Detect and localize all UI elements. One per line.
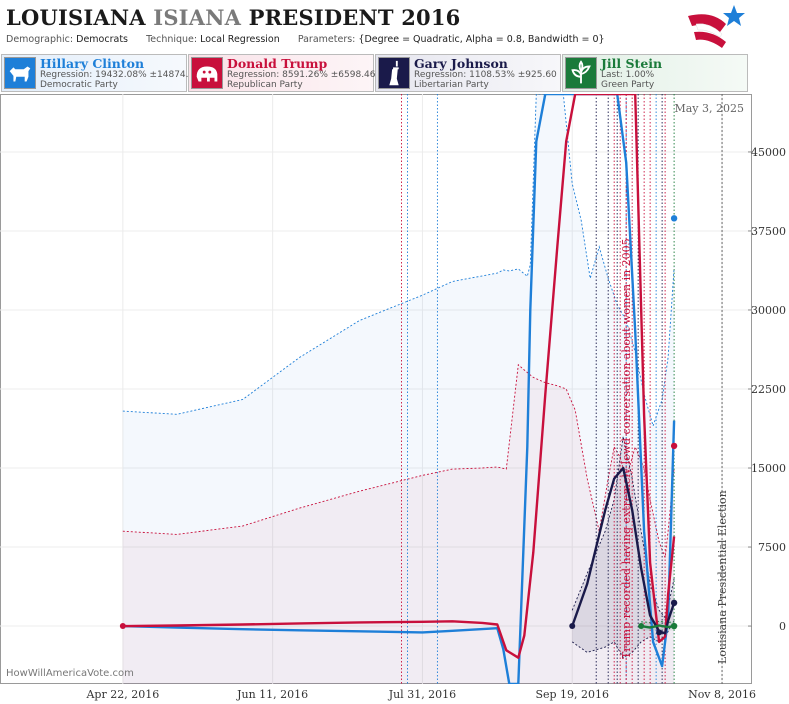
x-tick-label: Nov 8, 2016 [688,688,756,701]
x-tick-label: Jun 11, 2016 [236,688,308,701]
last-value-point [670,622,678,630]
last-value-point [670,599,678,607]
candidate-card-trump: Donald Trump Regression: 8591.26% ±6598.… [188,54,376,92]
y-tick-label: 37500 [751,225,786,238]
y-tick-label: 30000 [751,304,786,317]
site-logo-icon [688,5,745,48]
series-marker [656,629,663,636]
title-muted: ISIANA [153,5,242,30]
date-label: May 3, 2025 [674,102,744,115]
x-tick-label: Jul 31, 2016 [388,688,457,701]
title-state: LOUISIANA [6,5,146,30]
y-tick-label: 0 [779,620,786,633]
regression-chart: Apr 22, 2016 Jun 11, 2016 Jul 31, 2016 Sep … [0,94,786,701]
series-line [122,94,676,684]
candidate-name: Gary Johnson [414,56,508,71]
candidate-name: Jill Stein [601,56,663,71]
series-marker [638,623,645,630]
chart-parameters: Demographic: Democrats Technique: Local … [6,34,605,45]
technique-label: Technique: [146,34,198,45]
series-line [122,94,676,659]
watermark: HowWillAmericaVote.com [6,668,134,679]
candidate-party: Green Party [601,80,655,90]
parameters-label: Parameters: [297,34,356,45]
plot-content: Louisiana Presidential Election Trump rec… [119,94,729,684]
candidate-last: Last: 1.00% [601,70,655,80]
donkey-icon [4,57,36,89]
statue-of-liberty-icon [378,57,410,89]
candidate-card-stein: Jill Stein Last: 1.00% Green Party [562,54,748,92]
candidate-regression: Regression: 19432.08% ±14874.79 [40,70,200,80]
title-rest: PRESIDENT 2016 [248,5,461,30]
last-value-point [670,442,678,450]
y-tick-label: 45000 [751,146,786,159]
candidate-card-clinton: Hillary Clinton Regression: 19432.08% ±1… [1,54,200,92]
candidate-party: Republican Party [227,80,303,90]
annotation-label: Trump recorded having extremely lewd con… [620,238,633,659]
elephant-icon [191,57,223,89]
series-marker [119,623,126,630]
x-tick-label: Apr 22, 2016 [85,688,159,701]
series-marker [569,623,576,630]
confidence-bound-line [571,436,675,619]
technique-value: Local Regression [200,34,280,45]
parameters-value: {Degree = Quadratic, Alpha = 0.8, Bandwi… [358,34,605,45]
candidate-regression: Regression: 1108.53% ±925.60 [414,70,557,80]
y-tick-label: 22500 [751,383,786,396]
candidate-party: Democratic Party [40,80,118,90]
demographic-label: Demographic: [6,34,74,45]
y-tick-label: 15000 [751,462,786,475]
leaf-icon [565,57,597,89]
confidence-band [122,94,675,684]
confidence-bound-line [122,363,675,558]
chart-title: LOUISIANA ISIANA PRESIDENT 2016 [6,5,460,30]
confidence-bound-line [641,620,675,623]
y-tick-label: 7500 [758,541,786,554]
candidate-legend: Hillary Clinton Regression: 19432.08% ±1… [0,54,789,94]
candidate-name: Hillary Clinton [40,56,145,71]
candidate-card-johnson: Gary Johnson Regression: 1108.53% ±925.6… [375,54,561,92]
series-line [571,466,676,635]
annotation-label: Louisiana Presidential Election [716,490,729,664]
chart-header: LOUISIANA ISIANA PRESIDENT 2016 Demograp… [0,0,789,54]
confidence-bound-line [571,620,675,659]
candidate-name: Donald Trump [227,56,328,71]
candidate-regression: Regression: 8591.26% ±6598.46 [227,70,376,80]
confidence-band [122,364,675,684]
demographic-value: Democrats [76,34,128,45]
last-value-point [670,215,678,222]
candidate-party: Libertarian Party [414,80,489,90]
x-tick-label: Sep 19, 2016 [535,688,609,701]
series-line [640,624,675,629]
